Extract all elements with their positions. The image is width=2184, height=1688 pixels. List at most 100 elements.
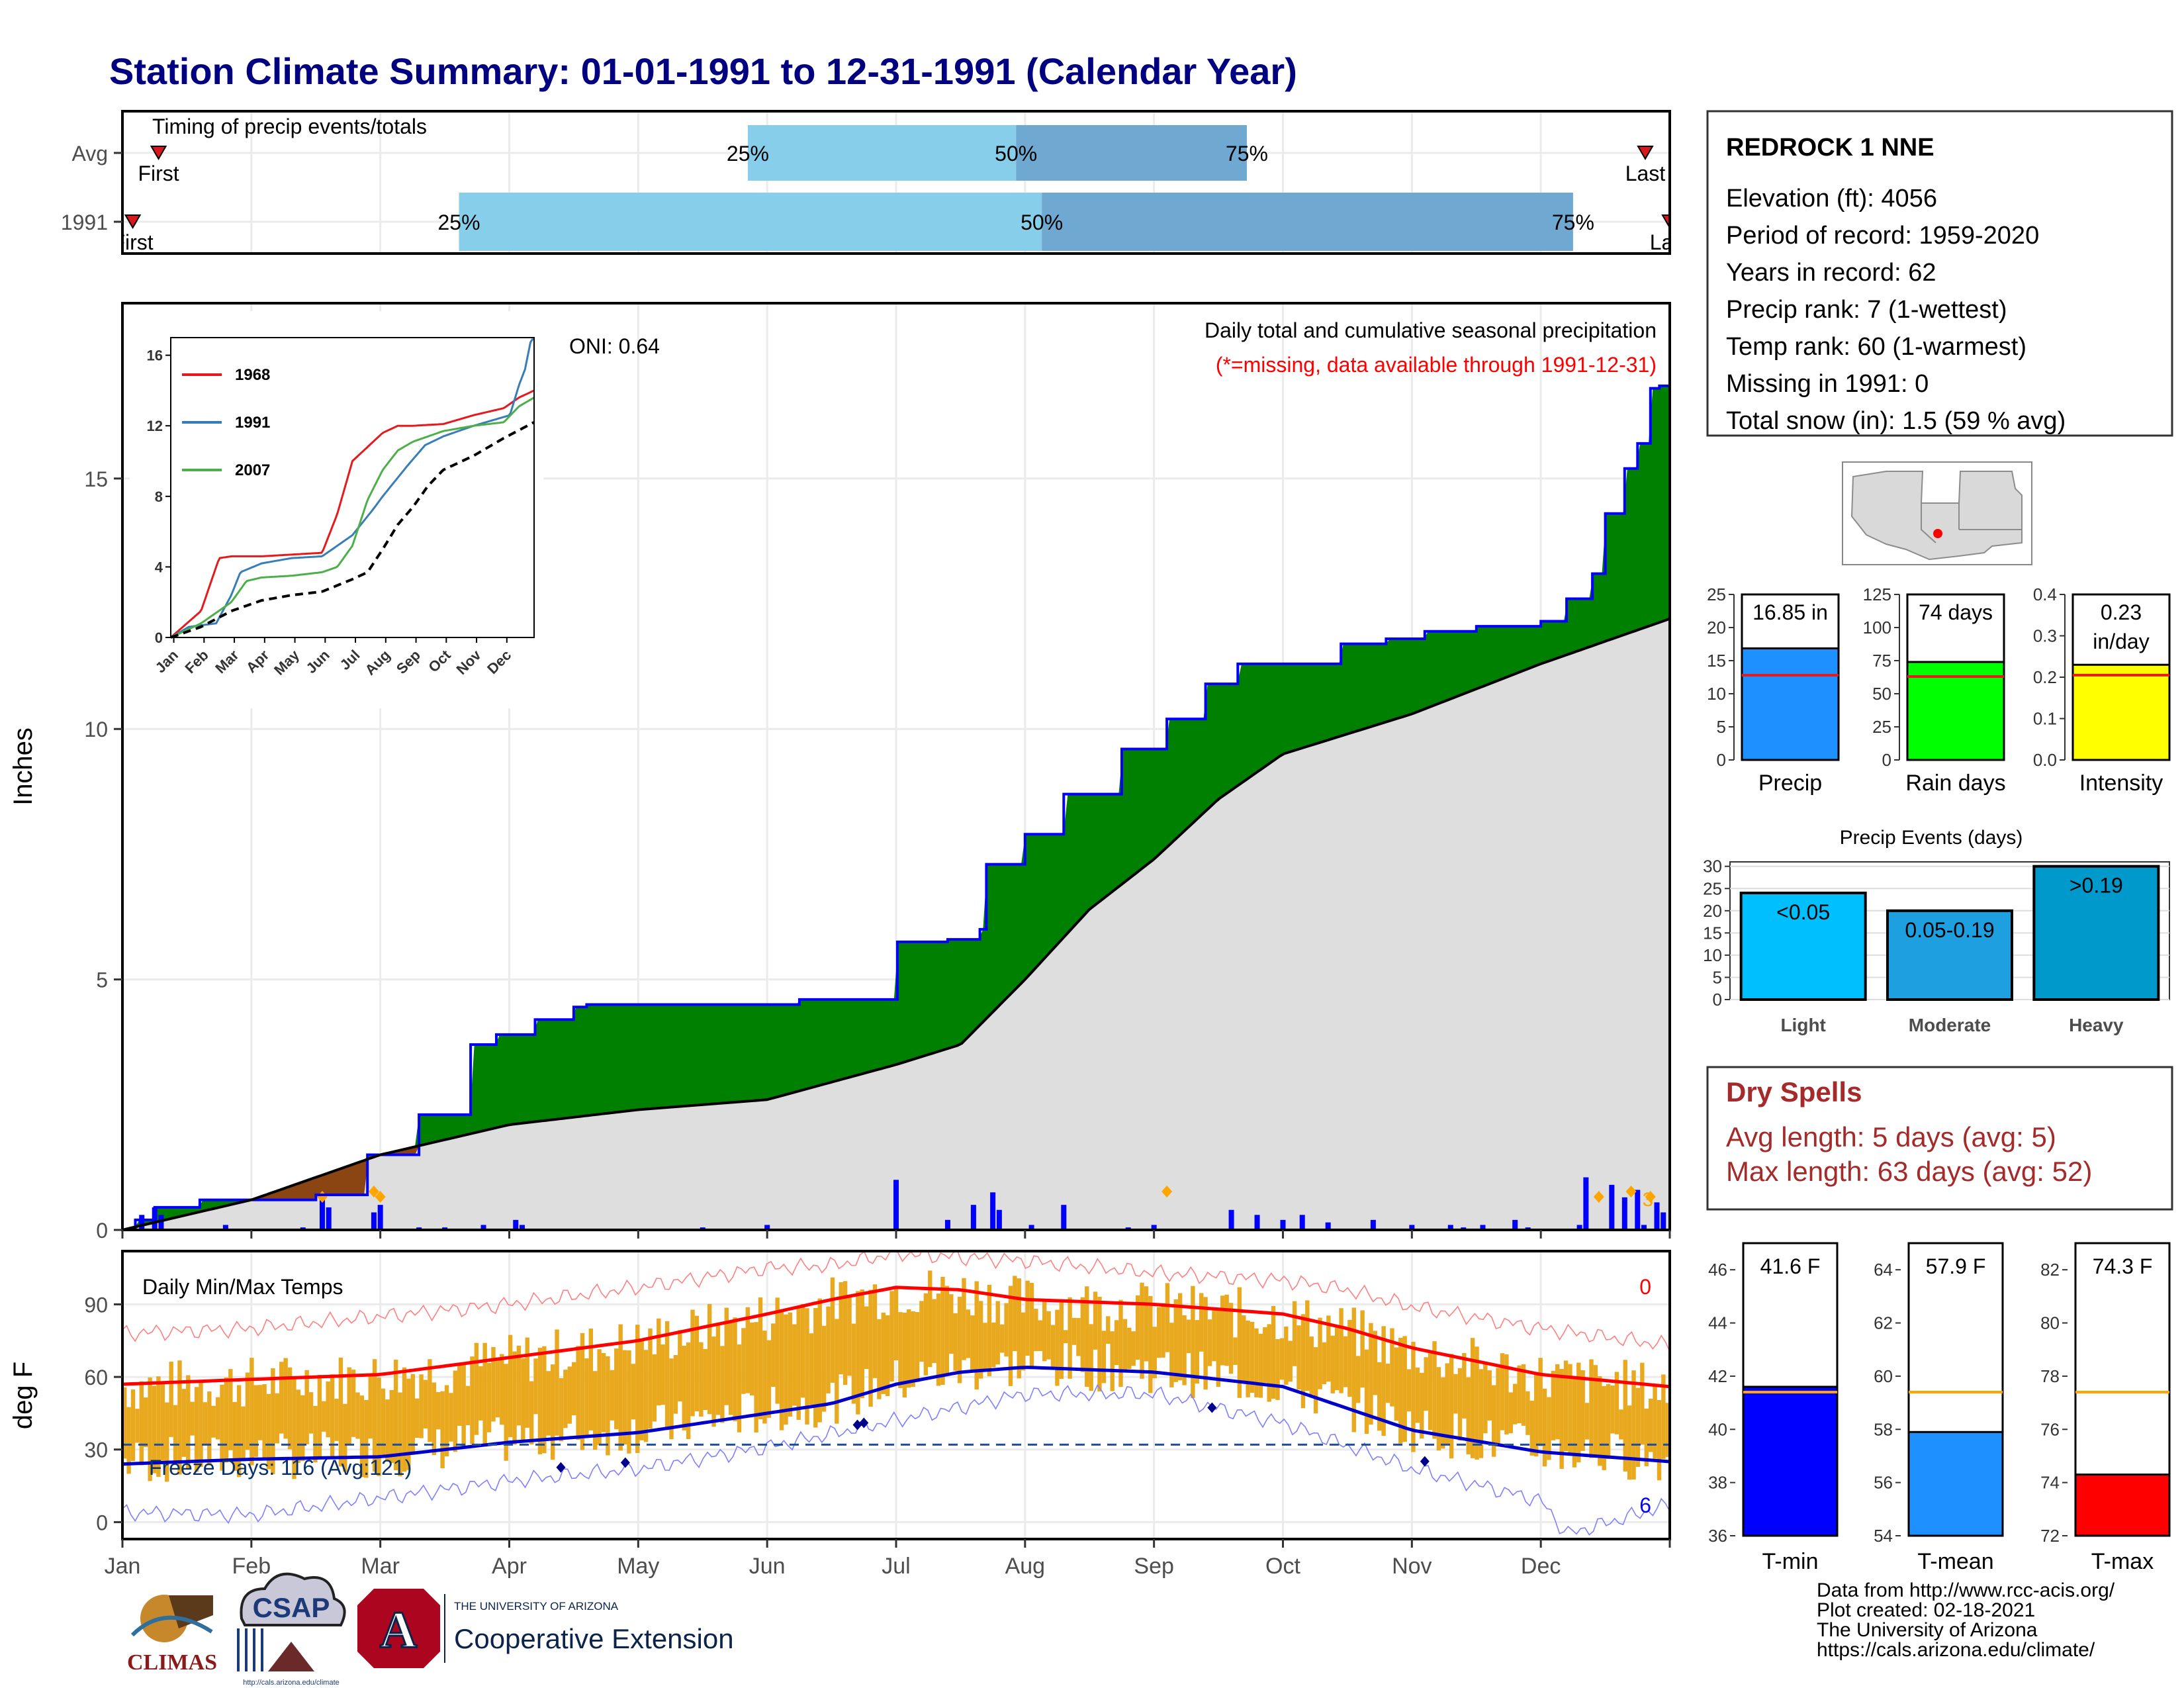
daily-temp-bar: [983, 1323, 987, 1370]
daily-temp-bar: [643, 1350, 649, 1442]
month-label: Jul: [882, 1554, 910, 1579]
daily-temp-bar: [173, 1405, 178, 1463]
daily-temp-bar: [393, 1359, 398, 1470]
daily-temp-bar: [584, 1358, 589, 1438]
daily-temp-bar: [1369, 1323, 1373, 1425]
daily-precip-bar: [377, 1205, 383, 1230]
daily-temp-bar: [1148, 1295, 1153, 1393]
daily-temp-bar: [1161, 1303, 1165, 1358]
csap-logo: CSAP http://cals.arizona.edu/climate: [237, 1572, 346, 1687]
daily-temp-bar: [830, 1277, 835, 1383]
daily-temp-bar: [190, 1401, 195, 1436]
events-bar-range: 0.05-0.19: [1905, 918, 1994, 942]
daily-temp-bar: [169, 1361, 173, 1437]
dry-spells-avg: Avg length: 5 days (avg: 5): [1726, 1121, 2056, 1152]
daily-temp-bar: [690, 1309, 695, 1417]
month-label: Feb: [232, 1554, 271, 1579]
daily-temp-bar: [368, 1376, 373, 1439]
daily-temp-bar: [1203, 1297, 1208, 1390]
daily-temp-bar: [199, 1381, 203, 1467]
daily-precip-bar: [990, 1192, 996, 1230]
daily-temp-bar: [1347, 1319, 1352, 1397]
daily-precip-bar: [1576, 1225, 1582, 1230]
daily-temp-bar: [1406, 1369, 1412, 1412]
record-low-marker: [556, 1462, 566, 1473]
daily-precip-bar: [944, 1219, 950, 1230]
daily-temp-bar: [860, 1289, 864, 1399]
daily-temp-bar: [1195, 1320, 1199, 1383]
inset-frame: [170, 337, 535, 638]
record-max-line: [122, 1251, 1670, 1352]
daily-temp-bar: [601, 1353, 606, 1432]
month-label: Aug: [1005, 1554, 1046, 1579]
inset-series-2007: [170, 397, 535, 639]
csap-cloud-icon: [240, 1572, 346, 1626]
daily-temp-bar: [436, 1391, 441, 1430]
events-tick-label: 20: [1703, 901, 1722, 921]
daily-temp-bar: [1402, 1336, 1407, 1442]
daily-temp-bar: [126, 1407, 131, 1474]
daily-temp-bar: [1339, 1308, 1343, 1393]
daily-temp-bar: [779, 1311, 784, 1430]
station-snow: Total snow (in): 1.5 (59 % avg): [1726, 407, 2066, 435]
summary-label: Precip: [1758, 771, 1822, 796]
daily-temp-bar: [1525, 1391, 1530, 1435]
daily-temp-bar: [728, 1323, 733, 1415]
timing-row-year-label: 1991: [61, 211, 108, 234]
daily-temp-bar: [1330, 1335, 1335, 1393]
summary-tick-label: 0.4: [2033, 585, 2057, 604]
daily-temp-bar: [1017, 1278, 1021, 1379]
daily-temp-bar: [1173, 1299, 1178, 1382]
month-label: Jun: [749, 1554, 786, 1579]
daily-temp-bar: [1610, 1385, 1615, 1434]
daily-temp-bar: [372, 1359, 377, 1472]
inset-legend-label: 1991: [235, 414, 270, 432]
daily-precip-bar: [893, 1180, 899, 1230]
daily-temp-bar: [1602, 1385, 1606, 1470]
daily-temp-bar: [257, 1385, 263, 1440]
cumulative-1991-line: [122, 384, 1670, 1230]
daily-temp-bar: [525, 1337, 529, 1428]
daily-precip-bar: [1299, 1215, 1305, 1230]
daily-temp-bar: [355, 1392, 360, 1439]
daily-temp-bar: [275, 1393, 279, 1444]
daily-temp-bar: [266, 1393, 271, 1470]
daily-precip-bar: [1254, 1215, 1260, 1230]
daily-temp-bar: [1013, 1276, 1017, 1352]
daily-precip-bar: [1635, 1190, 1641, 1230]
snow-day-marker: [368, 1186, 379, 1197]
daily-precip-bar: [1480, 1225, 1486, 1230]
daily-temp-bar: [1551, 1370, 1556, 1440]
daily-temp-bar: [215, 1397, 220, 1440]
temp-panel: 0 30 60 90 deg F Daily Min/Max Temps 0 6 Fr…: [9, 1250, 1671, 1579]
daily-temp-bar: [347, 1367, 351, 1446]
daily-precip-bar: [1512, 1219, 1518, 1230]
daily-temp-bar: [1059, 1302, 1064, 1379]
daily-temp-bar: [1114, 1320, 1119, 1366]
daily-temp-bar: [1228, 1303, 1234, 1374]
temp-summary-tick-label: 80: [2040, 1313, 2060, 1333]
daily-temp-bar: [1355, 1356, 1361, 1403]
temp-summary-tick-label: 54: [1874, 1526, 1893, 1546]
summary-value-unit: in/day: [2093, 630, 2149, 653]
daily-temp-bar: [1021, 1312, 1026, 1371]
temp-lines: [122, 1251, 1670, 1536]
temp-summary-bar-t-mean: [1907, 1430, 2004, 1537]
daily-temp-bar: [1449, 1354, 1454, 1459]
daily-temp-bar: [500, 1354, 504, 1425]
daily-temp-bar: [224, 1377, 229, 1463]
daily-temp-bar: [428, 1359, 432, 1442]
daily-temp-bar: [673, 1355, 678, 1414]
daily-temp-bar: [1547, 1397, 1551, 1460]
daily-precip-bar: [1661, 1212, 1666, 1230]
ua-line2: Cooperative Extension: [454, 1623, 734, 1654]
daily-temp-bar: [1360, 1310, 1365, 1388]
record-low-marker: [852, 1419, 862, 1430]
temp-summary-value: 74.3 F: [2093, 1254, 2153, 1278]
daily-temp-bar: [606, 1356, 610, 1456]
month-label: Jan: [105, 1554, 141, 1579]
daily-temp-bar: [1491, 1385, 1496, 1457]
daily-temp-bar: [1322, 1342, 1327, 1385]
main-y-tick-label: 0: [96, 1219, 108, 1243]
